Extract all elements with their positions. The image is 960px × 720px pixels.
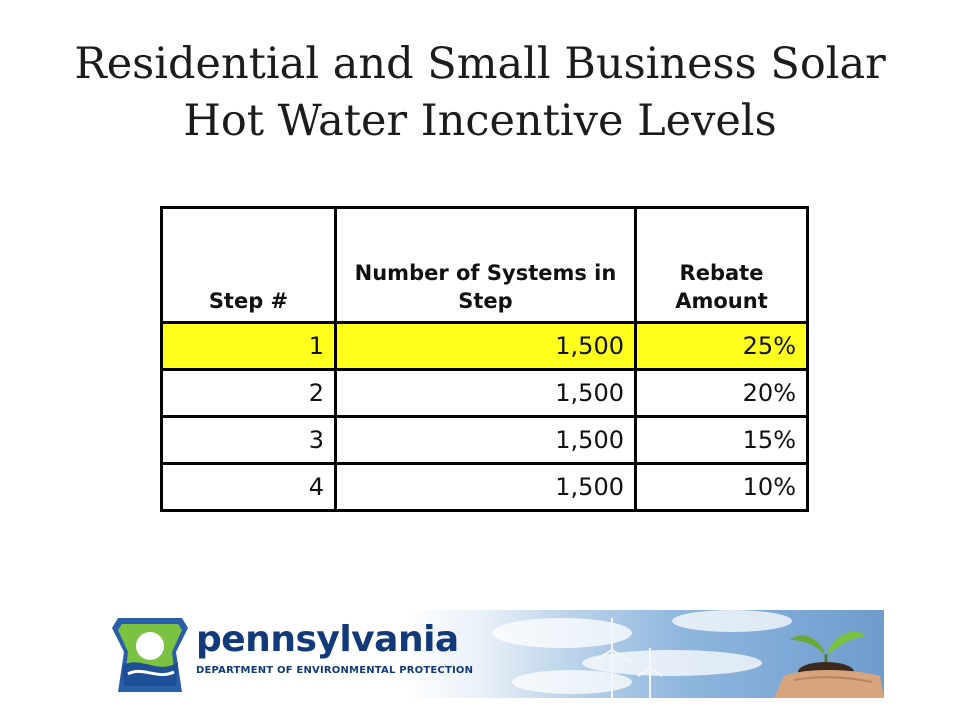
keystone-logo-icon [112,618,188,692]
logo-department: DEPARTMENT OF ENVIRONMENTAL PROTECTION [196,665,474,676]
cell-systems: 1,500 [334,415,637,464]
table-row: 1 1,500 25% [160,321,809,370]
table-header-row: Step # Number of Systems in Step Rebate … [160,206,809,323]
header-systems: Number of Systems in Step [334,206,637,323]
cell-rebate: 25% [634,321,809,370]
cell-step: 3 [160,415,337,464]
header-step: Step # [160,206,337,323]
cell-rebate: 20% [634,368,809,417]
cell-systems: 1,500 [334,368,637,417]
cell-step: 1 [160,321,337,370]
incentive-levels-table: Step # Number of Systems in Step Rebate … [160,206,809,512]
seedling-in-hands-icon [774,631,884,698]
table-row: 4 1,500 10% [160,462,809,512]
slide-title: Residential and Small Business Solar Hot… [40,36,920,150]
cell-systems: 1,500 [334,321,637,370]
logo-text: pennsylvania DEPARTMENT OF ENVIRONMENTAL… [196,620,473,678]
wind-turbine-icon [591,618,663,698]
footer-banner: pennsylvania DEPARTMENT OF ENVIRONMENTAL… [112,610,884,698]
logo-name: pennsylvania [196,619,459,660]
table-row: 3 1,500 15% [160,415,809,464]
cell-rebate: 15% [634,415,809,464]
slide-title-line-1: Residential and Small Business Solar [74,39,886,89]
cell-systems: 1,500 [334,462,637,512]
table-row: 2 1,500 20% [160,368,809,417]
cell-rebate: 10% [634,462,809,512]
cell-step: 4 [160,462,337,512]
cell-step: 2 [160,368,337,417]
slide-title-line-2: Hot Water Incentive Levels [183,96,777,146]
header-rebate: Rebate Amount [634,206,809,323]
